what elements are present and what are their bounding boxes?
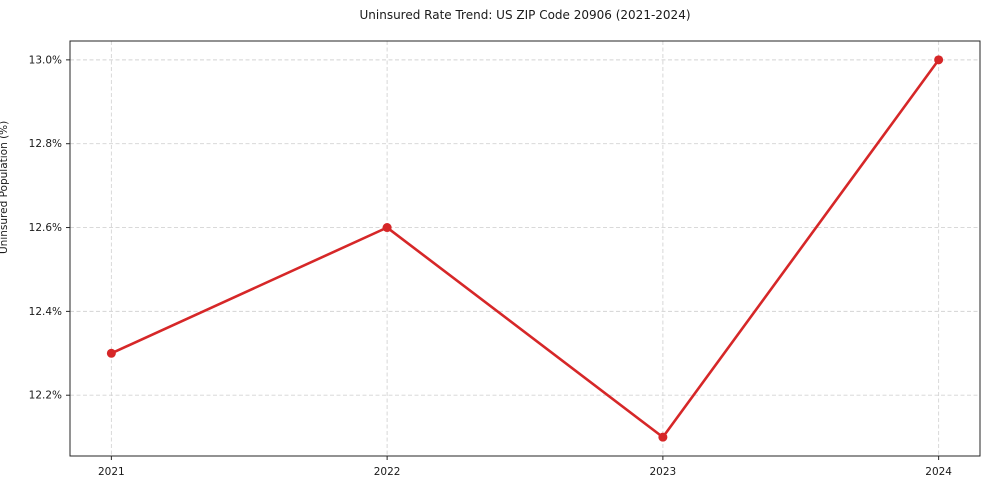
x-tick-label: 2021: [98, 466, 125, 478]
y-tick-label: 12.6%: [29, 222, 62, 234]
data-point-marker: [934, 55, 944, 65]
y-axis-label-text: Uninsured Population (%): [0, 120, 10, 254]
y-tick-label: 13.0%: [29, 54, 62, 66]
y-tick-label: 12.4%: [29, 306, 62, 318]
chart-title: Uninsured Rate Trend: US ZIP Code 20906 …: [359, 8, 691, 22]
plot-border: [69, 40, 981, 457]
data-point-marker: [382, 223, 392, 233]
x-tick-label: 2022: [374, 466, 401, 478]
y-tick-label: 12.8%: [29, 138, 62, 150]
data-point-marker: [106, 348, 116, 358]
x-tick-label: 2023: [650, 466, 677, 478]
x-tick-label: 2024: [925, 466, 952, 478]
data-point-marker: [658, 432, 668, 442]
y-tick-label: 12.2%: [29, 390, 62, 402]
data-line: [110, 58, 940, 439]
